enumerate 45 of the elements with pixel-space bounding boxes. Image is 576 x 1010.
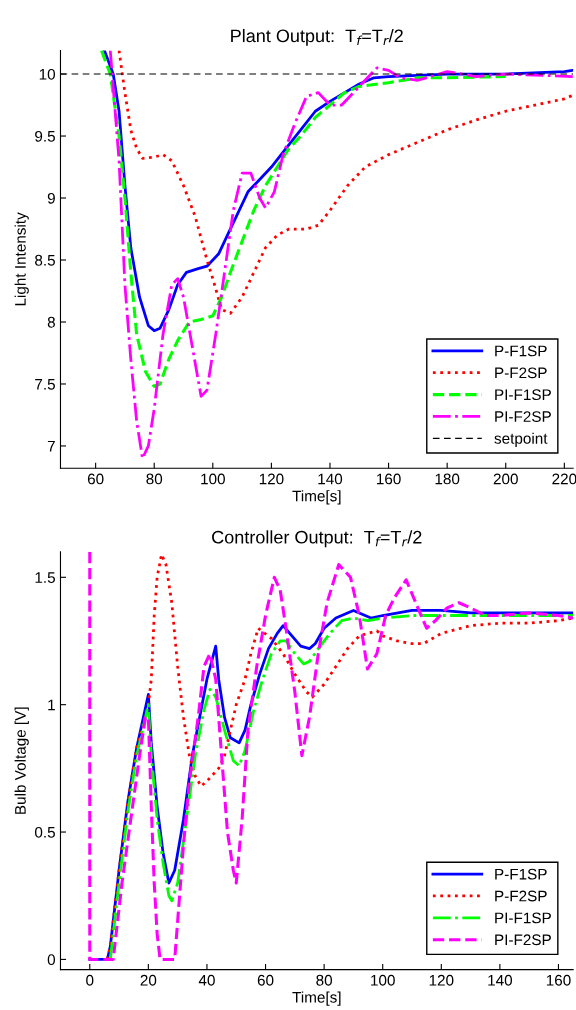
x-tick-label: 20 [140, 974, 157, 986]
legend-label: PI-F1SP [495, 389, 551, 401]
x-tick-label: 160 [546, 974, 571, 986]
y-axis-title: Light Intensity [14, 212, 29, 306]
x-tick-label: 160 [376, 473, 401, 485]
legend-label: setpoint [494, 432, 548, 447]
y-axis-title: Bulb Voltage [V] [14, 707, 29, 814]
x-tick-label: 80 [146, 473, 163, 485]
y-tick-label: 10 [39, 68, 56, 80]
x-tick-label: 200 [493, 473, 518, 485]
x-tick-label: 140 [488, 974, 513, 986]
legend-label: P-F2SP [495, 890, 547, 902]
x-tick-label: 40 [198, 974, 215, 986]
x-tick-label: 80 [316, 974, 333, 986]
x-tick-label: 100 [201, 473, 225, 485]
y-tick-label: 9 [47, 192, 55, 204]
x-tick-label: 220 [552, 473, 576, 485]
y-tick-label: 1.5 [35, 572, 55, 583]
legend-label: P-F1SP [495, 345, 547, 357]
legend-label: P-F1SP [495, 868, 547, 880]
legend-label: PI-F2SP [495, 934, 551, 946]
x-tick-label: 140 [318, 473, 343, 485]
x-tick-label: 100 [371, 974, 395, 986]
x-tick-label: 0 [86, 974, 94, 986]
y-tick-label: 0 [47, 954, 56, 966]
y-tick-label: 0.5 [34, 826, 55, 838]
x-tick-label: 120 [259, 473, 284, 485]
legend-label: PI-F2SP [495, 411, 551, 422]
legend-label: P-F2SP [495, 367, 547, 379]
legend-label: PI-F1SP [495, 912, 551, 924]
y-tick-label: 8 [47, 316, 55, 328]
chart-title: Controller Output: T$_{f}$=T$_{r}$/2 [212, 530, 422, 548]
y-tick-label: 1 [48, 699, 55, 711]
x-tick-label: 60 [87, 473, 104, 485]
line-series [108, 50, 574, 460]
y-tick-label: 8.5 [35, 254, 55, 266]
chart-title: Plant Output: T$_{f}$=T$_{r}$/2 [231, 28, 403, 46]
x-axis-title: Time[s] [292, 991, 341, 1006]
x-tick-label: 180 [435, 473, 460, 485]
y-tick-label: 9.5 [35, 130, 55, 142]
x-tick-label: 60 [257, 974, 274, 986]
x-tick-label: 120 [429, 974, 454, 986]
y-tick-label: 7.5 [35, 379, 55, 390]
y-tick-label: 7 [47, 440, 55, 452]
x-axis-title: Time[s] [292, 490, 341, 505]
